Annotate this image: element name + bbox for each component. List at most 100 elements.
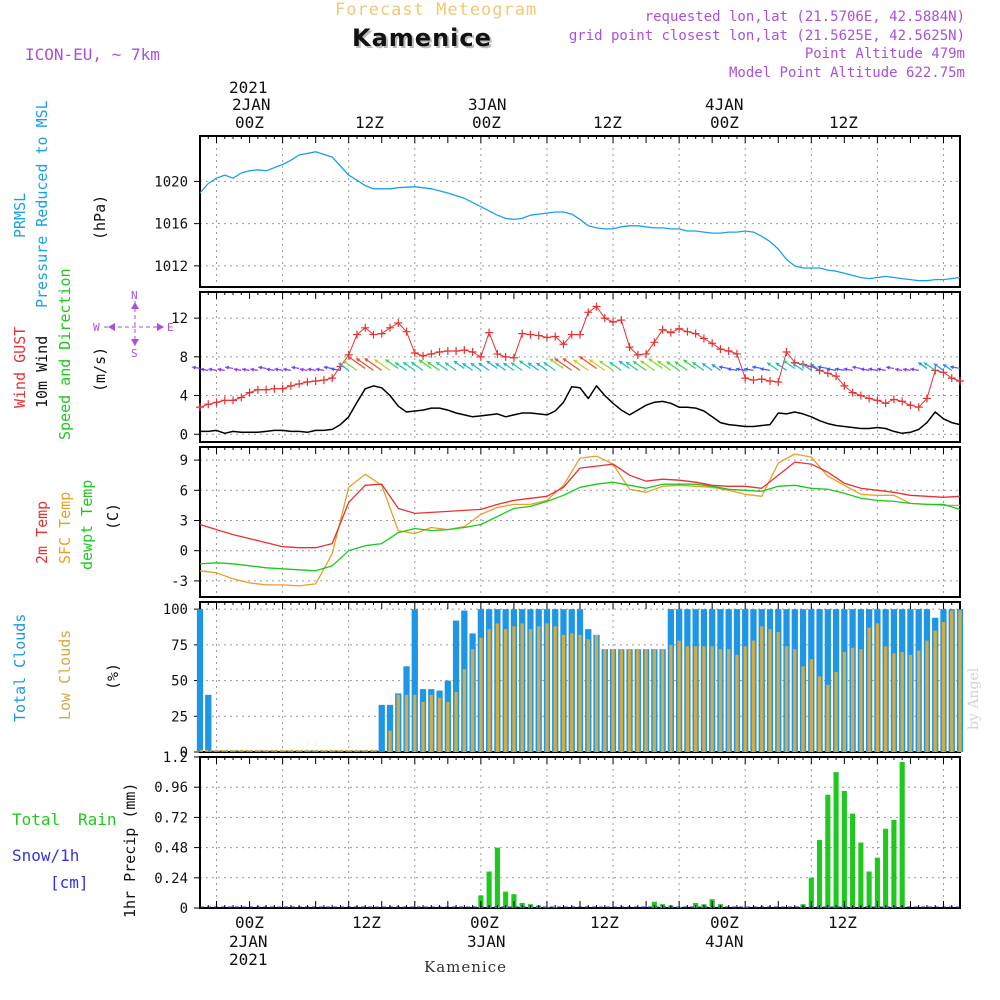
gust-marker — [493, 349, 502, 358]
wind-direction-arrowhead — [775, 362, 780, 367]
wind-direction-arrowhead — [200, 367, 205, 372]
wind-direction-arrowhead — [217, 367, 222, 372]
low-cloud-bar — [817, 676, 822, 752]
wind-direction-arrowhead — [266, 367, 271, 372]
gust-marker — [245, 388, 254, 397]
low-cloud-bar — [751, 640, 756, 752]
wind-direction-arrowhead — [609, 362, 614, 366]
low-cloud-bar — [619, 649, 623, 752]
gust-marker — [311, 377, 320, 386]
wind-direction-arrowhead — [632, 361, 637, 365]
gust-marker — [576, 330, 584, 339]
low-cloud-bar — [702, 646, 706, 752]
year-label-bottom: 2021 — [229, 950, 268, 969]
wind-direction-arrowhead — [923, 362, 928, 367]
pressure-unit: (hPa) — [91, 195, 109, 240]
wind-direction-arrowhead — [233, 367, 238, 372]
gust-marker — [328, 374, 337, 383]
temp-unit: (C) — [104, 503, 122, 530]
precip-axis-label: 1hr Precip (mm) — [121, 783, 139, 918]
gust-marker — [856, 391, 865, 400]
wind-direction-arrowhead — [283, 367, 287, 372]
hour-label-top-1: 00Z — [235, 113, 264, 132]
total-cloud-bar — [824, 609, 831, 752]
gust-marker — [592, 302, 601, 311]
wind-direction-arrowhead — [291, 365, 296, 370]
wind-direction-arrowhead — [860, 367, 865, 372]
wind-direction-arrowhead — [527, 362, 532, 367]
wind-direction-arrowhead — [727, 367, 732, 372]
precip-bar — [841, 790, 847, 908]
hour-label-top-3: 00Z — [472, 113, 501, 132]
wind-direction-arrowhead — [579, 356, 584, 361]
gust-marker — [658, 325, 667, 334]
low-cloud-bar — [594, 634, 599, 752]
wind-direction-arrowhead — [767, 362, 772, 367]
total-cloud-bar — [370, 750, 377, 752]
wind-direction-arrowhead — [843, 367, 848, 372]
low-cloud-bar — [768, 629, 772, 752]
precip-bar — [494, 847, 500, 908]
low-cloud-bar — [611, 649, 615, 752]
gust-marker — [369, 330, 378, 339]
wind-direction-arrowhead — [692, 362, 697, 366]
gust-marker — [410, 348, 419, 357]
low-clouds-label: Low Clouds — [56, 630, 74, 720]
wind-direction-arrowhead — [852, 365, 856, 370]
wind-direction-arrowhead — [573, 360, 578, 364]
gust-marker — [559, 340, 568, 349]
temp-ytick-label-3: 6 — [180, 483, 188, 499]
low-cloud-bar — [421, 702, 425, 752]
gust-marker — [542, 333, 551, 342]
gust-marker — [724, 347, 733, 356]
low-cloud-bar — [958, 610, 962, 752]
wind-direction-arrowhead — [299, 367, 304, 372]
gust-marker — [683, 327, 692, 336]
clouds-ytick-label-4: 100 — [163, 602, 188, 618]
gust-marker — [914, 403, 923, 412]
wind-direction-arrowhead — [810, 363, 815, 368]
wind-direction-arrowhead — [876, 367, 881, 372]
compass-e: E — [167, 321, 174, 334]
low-cloud-bar — [735, 654, 739, 752]
wind-direction-arrowhead — [536, 362, 541, 367]
low-cloud-bar — [520, 623, 524, 752]
gust-marker — [196, 403, 204, 412]
low-cloud-bar — [933, 630, 937, 752]
day-label-top-3: 4JAN — [705, 95, 744, 114]
wind-direction-arrowhead — [385, 359, 390, 364]
pressure-label-2: Pressure Reduced to MSL — [33, 100, 51, 308]
day-label-bottom-1: 2JAN — [229, 932, 268, 951]
hour-label-top-5: 00Z — [710, 113, 739, 132]
precip-bar — [833, 772, 839, 908]
wind-direction-arrowhead — [411, 362, 416, 366]
hour-label-bottom-5: 00Z — [710, 913, 739, 932]
wind-direction-arrowhead — [950, 365, 954, 370]
gust-marker — [947, 374, 956, 383]
wind-direction-arrowhead — [792, 362, 797, 367]
gust-marker — [229, 396, 238, 405]
wind-direction-arrowhead — [894, 367, 899, 372]
wind-direction-arrowhead — [338, 363, 343, 367]
precip-bar — [858, 842, 864, 908]
total-cloud-bar — [411, 609, 418, 752]
low-cloud-bar — [950, 610, 954, 752]
low-cloud-bar — [462, 669, 466, 752]
low-cloud-bar — [743, 646, 747, 752]
gust-marker — [774, 378, 783, 386]
temp-ytick-label-1: 0 — [180, 544, 188, 560]
total-cloud-bar — [378, 704, 385, 752]
pressure-frame — [199, 135, 961, 288]
wind-direction-arrow — [364, 357, 383, 371]
gust-marker — [600, 314, 609, 323]
low-cloud-bar — [495, 623, 500, 752]
gust-marker — [881, 399, 890, 408]
gust-marker — [749, 376, 758, 385]
wind-direction-arrow — [347, 355, 366, 369]
wind-panel: 0 4 8 12 — [171, 291, 964, 443]
low-cloud-bar — [760, 626, 764, 752]
wind-direction-arrowhead — [783, 360, 788, 365]
year-label-top: 2021 — [229, 78, 268, 97]
low-cloud-bar — [586, 639, 590, 752]
